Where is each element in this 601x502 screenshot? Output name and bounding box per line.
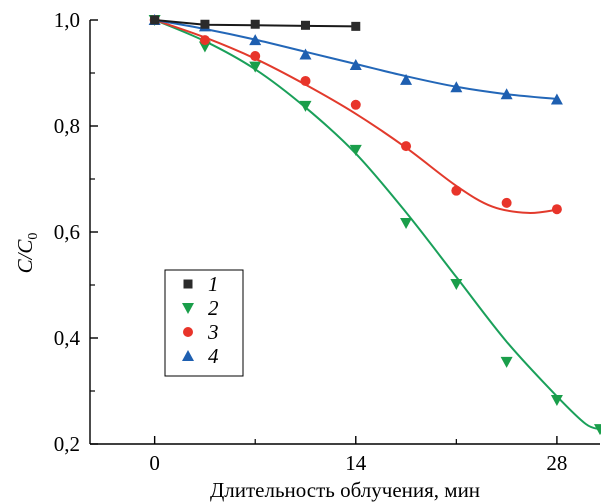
- series-3-point: [351, 100, 361, 110]
- series-2-point: [450, 279, 462, 290]
- series-1-point: [301, 21, 310, 30]
- legend-label-2: 2: [208, 296, 219, 320]
- series-1-point: [251, 20, 260, 29]
- y-axis-label-main: C/C: [13, 239, 37, 274]
- series-1-point: [150, 16, 159, 25]
- series-3-point: [200, 35, 210, 45]
- series-1-point: [351, 22, 360, 31]
- series-2-point: [400, 218, 412, 229]
- x-tick-label: 28: [546, 451, 567, 475]
- y-tick-label: 0,6: [54, 220, 80, 244]
- series-2-point: [594, 424, 601, 435]
- legend-label-3: 3: [207, 320, 219, 344]
- y-axis-label-subscript: 0: [26, 233, 41, 240]
- legend-box: [165, 270, 243, 376]
- legend-label-4: 4: [208, 344, 219, 368]
- y-axis-label: C/C0: [13, 233, 41, 274]
- y-tick-label: 0,4: [54, 326, 81, 350]
- series-1-point: [200, 20, 209, 29]
- x-axis-label: Длительность облучения, мин: [210, 478, 480, 502]
- series-3-point: [552, 204, 562, 214]
- y-tick-label: 0,2: [54, 432, 80, 456]
- x-tick-label: 14: [345, 451, 367, 475]
- series-3-point: [451, 186, 461, 196]
- series-3-point: [250, 51, 260, 61]
- series-3-line: [155, 20, 557, 213]
- series-3-point: [401, 141, 411, 151]
- axes-frame: 0,20,40,60,81,00 14 28: [54, 8, 600, 475]
- legend-marker-1: [184, 280, 193, 289]
- y-tick-label: 1,0: [54, 8, 80, 32]
- legend-label-1: 1: [208, 272, 219, 296]
- x-tick-label: 0: [149, 451, 160, 475]
- legend-marker-3: [183, 327, 193, 337]
- series-2-point: [501, 357, 513, 368]
- series-3-point: [502, 198, 512, 208]
- y-tick-label: 0,8: [54, 114, 80, 138]
- series-3-point: [300, 76, 310, 86]
